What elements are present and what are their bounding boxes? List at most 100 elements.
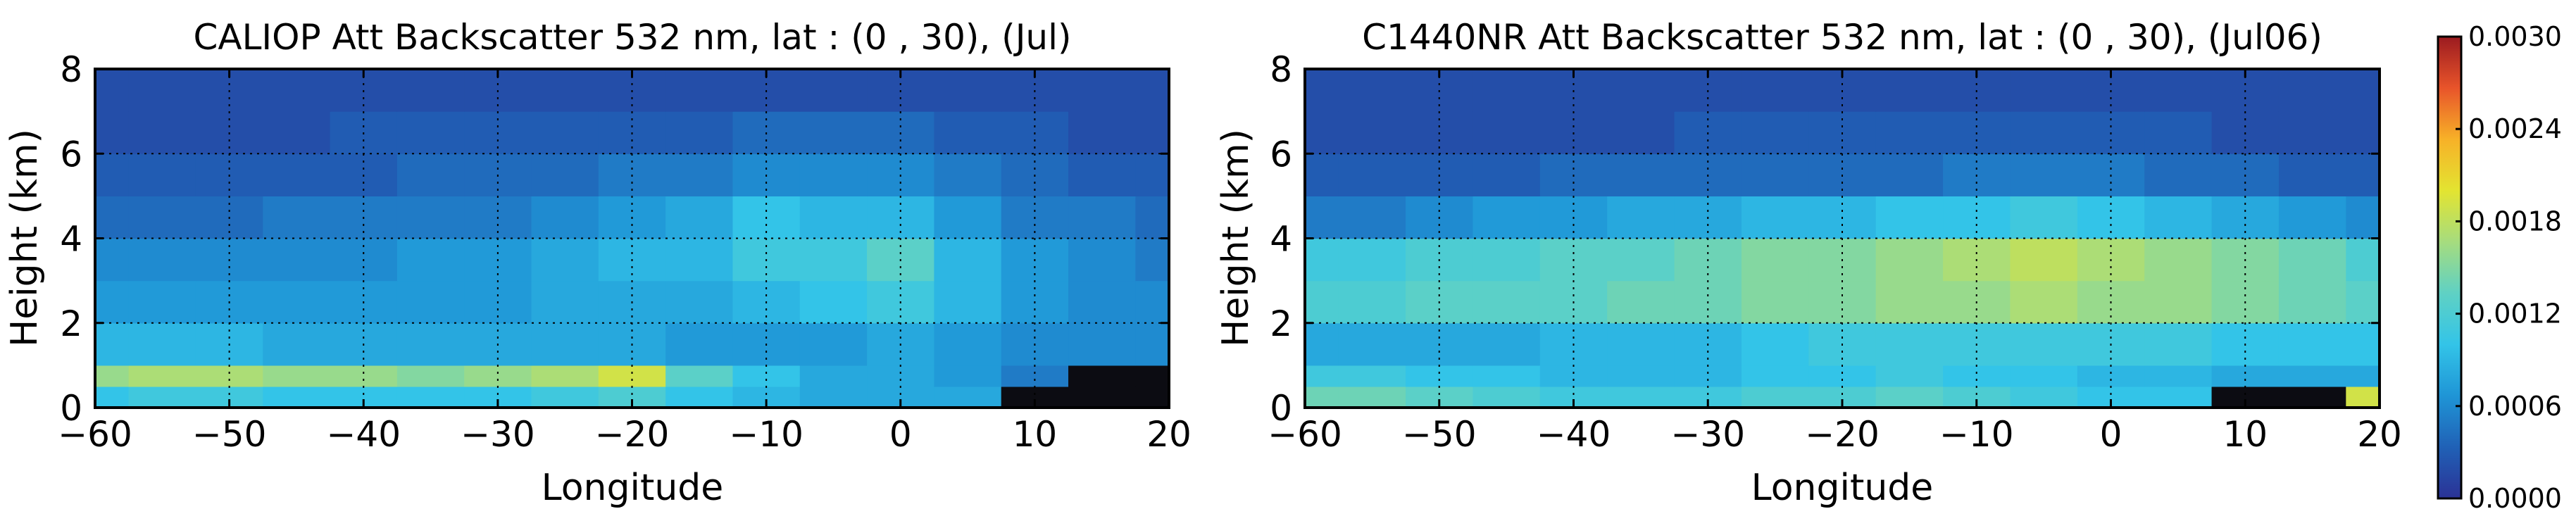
heatmap-cell <box>2010 111 2078 154</box>
heatmap-cell <box>1741 280 1809 324</box>
heatmap-cell <box>2278 386 2346 408</box>
x-tick-label: −20 <box>595 414 670 455</box>
heatmap-cell <box>531 196 599 239</box>
heatmap-cell <box>934 196 1002 239</box>
heatmap-cell <box>2144 153 2213 196</box>
heatmap-cell <box>2278 238 2346 282</box>
heatmap-cell <box>1875 238 1944 282</box>
colorbar-tick-label: 0.0012 <box>2468 298 2562 329</box>
heatmap-cell <box>128 322 196 366</box>
x-tick-label: −60 <box>1268 414 1342 455</box>
heatmap-cell <box>1068 111 1136 154</box>
y-tick-label: 2 <box>1270 303 1292 344</box>
heatmap-cell <box>1338 153 1406 196</box>
heatmap-cell <box>2346 153 2380 196</box>
heatmap-cell <box>396 365 465 387</box>
heatmap-cell <box>396 153 465 196</box>
heatmap-cell <box>1001 365 1069 387</box>
heatmap-cell <box>263 322 331 366</box>
heatmap-cell <box>1338 238 1406 282</box>
c1440nr-heatmap <box>1305 69 2380 408</box>
heatmap-cell <box>1305 280 1339 324</box>
heatmap-cell <box>396 386 465 408</box>
heatmap-cell <box>95 322 130 366</box>
heatmap-cell <box>1607 280 1675 324</box>
heatmap-cell <box>464 365 532 387</box>
heatmap-cell <box>1135 365 1170 387</box>
heatmap-cell <box>1305 322 1339 366</box>
heatmap-cell <box>2010 196 2078 239</box>
heatmap-cell <box>665 386 734 408</box>
c1440nr-title: C1440NR Att Backscatter 532 nm, lat : (0… <box>1362 17 2322 58</box>
heatmap-cell <box>1741 322 1809 366</box>
heatmap-cell <box>1473 111 1541 154</box>
heatmap-cell <box>934 280 1002 324</box>
heatmap-cell <box>934 386 1002 408</box>
heatmap-cell <box>1406 365 1474 387</box>
heatmap-cell <box>2144 111 2213 154</box>
x-tick-label: 0 <box>889 414 912 455</box>
heatmap-cell <box>1741 69 1809 112</box>
heatmap-cell <box>1305 69 1339 112</box>
colorbar-tick-label: 0.0018 <box>2468 206 2562 237</box>
heatmap-cell <box>2346 69 2380 112</box>
heatmap-cell <box>2346 386 2380 408</box>
heatmap-cell <box>2346 111 2380 154</box>
heatmap-cell <box>1943 365 2011 387</box>
heatmap-cell <box>1539 365 1608 387</box>
heatmap-cell <box>2278 322 2346 366</box>
heatmap-cell <box>1875 280 1944 324</box>
heatmap-cell <box>95 238 130 282</box>
heatmap-cell <box>2144 386 2213 408</box>
c1440nr-grid <box>1305 69 2380 408</box>
heatmap-cell <box>799 196 868 239</box>
heatmap-cell <box>128 153 196 196</box>
heatmap-cell <box>1305 365 1339 387</box>
x-tick-label: −40 <box>1537 414 1611 455</box>
heatmap-cell <box>128 280 196 324</box>
heatmap-cell <box>665 280 734 324</box>
colorbar-ticks: 0.0000 0.0006 0.0012 0.0018 0.0024 0.0030 <box>2456 21 2562 514</box>
heatmap-cell <box>1135 238 1170 282</box>
heatmap-cell <box>934 365 1002 387</box>
caliop-heatmap <box>95 69 1170 408</box>
heatmap-cell <box>867 365 935 387</box>
x-tick-label: −30 <box>1670 414 1745 455</box>
colorbar-gradient <box>2437 35 2463 500</box>
heatmap-cell <box>396 111 465 154</box>
x-tick-label: 0 <box>2100 414 2122 455</box>
heatmap-cell <box>799 322 868 366</box>
caliop-panel: CALIOP Att Backscatter 532 nm, lat : (0 … <box>4 17 1192 509</box>
heatmap-cell <box>531 69 599 112</box>
heatmap-cell <box>1473 365 1541 387</box>
heatmap-cell <box>1305 111 1339 154</box>
heatmap-cell <box>2010 322 2078 366</box>
x-tick-label: −60 <box>58 414 132 455</box>
heatmap-cell <box>665 111 734 154</box>
x-tick-label: −50 <box>1402 414 1477 455</box>
heatmap-cell <box>531 280 599 324</box>
heatmap-cell <box>1741 153 1809 196</box>
heatmap-cell <box>2010 69 2078 112</box>
heatmap-cell <box>128 238 196 282</box>
heatmap-cell <box>1068 365 1136 387</box>
heatmap-cell <box>1135 69 1170 112</box>
colorbar-tick-label: 0.0030 <box>2468 21 2562 52</box>
heatmap-cell <box>1741 196 1809 239</box>
heatmap-cell <box>1135 280 1170 324</box>
heatmap-cell <box>1135 196 1170 239</box>
heatmap-cell <box>2346 238 2380 282</box>
heatmap-cell <box>2144 196 2213 239</box>
heatmap-cell <box>1607 238 1675 282</box>
heatmap-cell <box>934 69 1002 112</box>
y-tick-label: 4 <box>60 219 82 260</box>
heatmap-cell <box>195 365 263 387</box>
heatmap-cell <box>1305 153 1339 196</box>
heatmap-cell <box>2010 153 2078 196</box>
heatmap-cell <box>665 153 734 196</box>
heatmap-cell <box>1875 111 1944 154</box>
heatmap-cell <box>2077 365 2145 387</box>
heatmap-cell <box>1473 238 1541 282</box>
heatmap-cell <box>2278 365 2346 387</box>
heatmap-cell <box>1135 322 1170 366</box>
